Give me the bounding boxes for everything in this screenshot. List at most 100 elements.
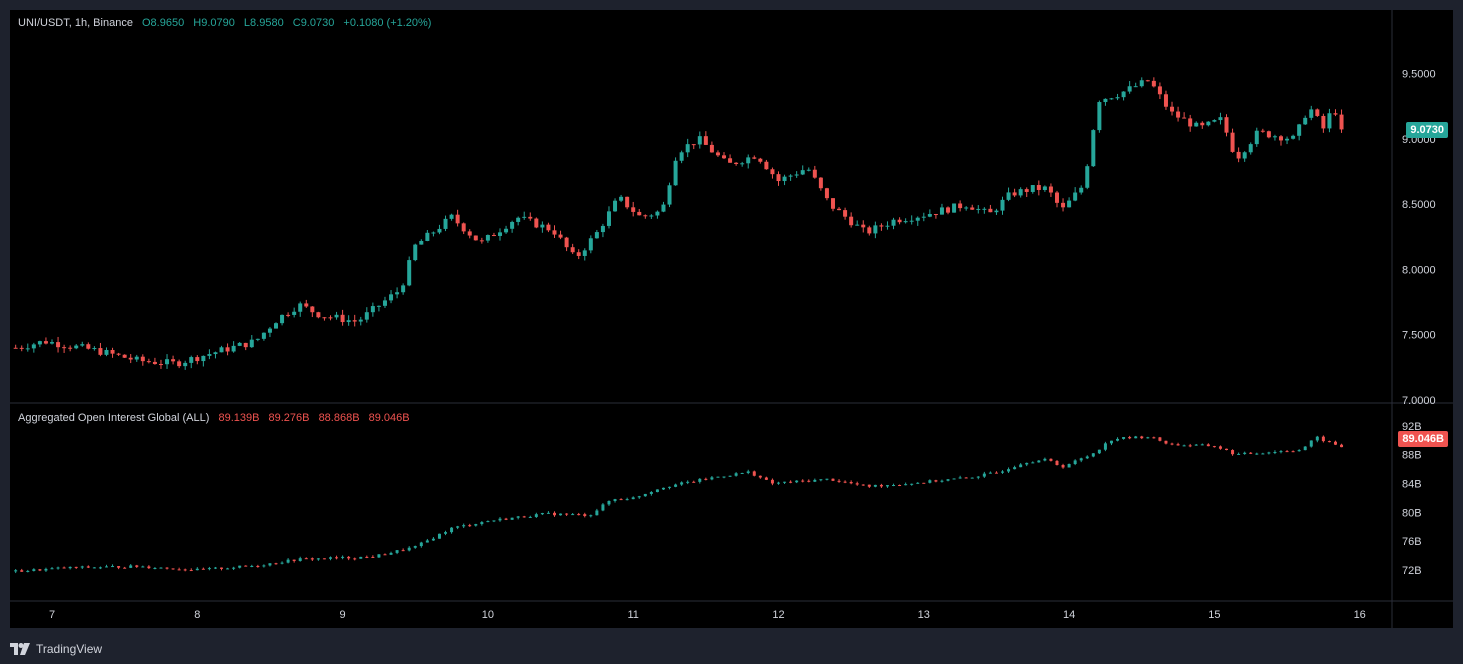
price-candle	[382, 300, 387, 306]
price-candle	[715, 152, 720, 156]
oi-candle	[1231, 450, 1235, 455]
oi-candle	[540, 513, 544, 515]
price-candle	[873, 225, 878, 234]
price-candle	[722, 155, 727, 159]
oi-candle	[80, 566, 84, 568]
price-candle	[498, 232, 503, 236]
oi-candle	[286, 559, 290, 563]
price-candle	[1036, 185, 1041, 190]
oi-candle	[129, 565, 133, 568]
oi-title: Aggregated Open Interest Global (ALL)	[18, 412, 210, 424]
oi-candle	[1055, 460, 1059, 465]
price-candle	[994, 210, 999, 213]
oi-candle	[1249, 452, 1253, 454]
change-value: +0.1080 (+1.20%)	[343, 17, 432, 29]
price-candle	[1139, 80, 1144, 87]
oi-candle	[898, 485, 902, 487]
oi-candle	[867, 484, 871, 487]
oi-candle	[201, 568, 205, 570]
price-candle	[116, 353, 121, 355]
price-candle	[1285, 138, 1290, 141]
price-candle	[1006, 192, 1011, 200]
price-candle	[1309, 109, 1314, 118]
price-candle	[794, 174, 799, 176]
price-candle	[522, 216, 527, 218]
oi-candle	[607, 501, 611, 505]
tradingview-footer[interactable]: TradingView	[10, 642, 102, 656]
price-candle	[419, 240, 424, 245]
oi-y-tick-label: 72B	[1402, 565, 1422, 577]
oi-candle	[1309, 440, 1313, 447]
oi-candle	[522, 516, 526, 518]
price-candle	[122, 354, 127, 358]
price-candle	[1103, 98, 1108, 103]
price-candle	[1303, 117, 1308, 125]
price-candle	[207, 354, 212, 356]
oi-candle	[274, 563, 278, 565]
price-candle	[1170, 106, 1175, 112]
oi-candle	[589, 515, 593, 517]
price-candle	[619, 196, 624, 201]
oi-candle	[347, 556, 351, 559]
oi-candle	[994, 472, 998, 474]
price-candle	[1097, 102, 1102, 131]
price-candle	[340, 314, 345, 323]
oi-candle	[1291, 451, 1295, 453]
oi-candle	[498, 518, 502, 521]
oi-candle	[795, 480, 799, 483]
oi-candle	[849, 481, 853, 484]
low-value: L8.9580	[243, 17, 284, 29]
price-candle	[667, 185, 672, 205]
open-interest-legend: Aggregated Open Interest Global (ALL) 89…	[18, 412, 416, 424]
oi-candle	[335, 557, 339, 559]
price-legend: UNI/USDT, 1h, Binance O8.9650 H9.0790 L8…	[18, 17, 437, 29]
price-candle	[855, 224, 860, 226]
price-candle	[62, 347, 67, 349]
oi-candle	[1158, 437, 1162, 441]
symbol-label: UNI/USDT, 1h, Binance	[18, 17, 133, 29]
oi-candle	[213, 567, 217, 569]
price-candle	[491, 235, 496, 237]
oi-candle	[982, 473, 986, 477]
oi-candle	[928, 480, 932, 483]
price-candle	[915, 217, 920, 221]
price-y-tick-label: 8.5000	[1402, 199, 1436, 211]
oi-candle	[232, 567, 236, 569]
oi-candle	[32, 569, 36, 571]
price-candle	[764, 161, 769, 170]
price-candle	[933, 214, 938, 216]
price-candle	[346, 320, 351, 323]
price-candle	[376, 305, 381, 307]
oi-candle	[1321, 436, 1325, 442]
price-candle	[1230, 132, 1235, 152]
price-candle	[837, 208, 842, 211]
oi-candle	[692, 481, 696, 483]
price-candle	[1188, 118, 1193, 127]
x-tick-label: 14	[1063, 609, 1075, 621]
chart-canvas[interactable]: 9.50009.00008.50008.00007.50007.000092B8…	[10, 10, 1453, 628]
chart-frame[interactable]: 9.5000 9.0000 8.5000 8.0000 7.5000 7.0000 92B 8…	[10, 10, 1453, 628]
price-candle	[140, 356, 145, 362]
price-candle	[485, 235, 490, 241]
oi-candle	[807, 480, 811, 482]
price-candle	[334, 314, 339, 318]
oi-candle	[1327, 441, 1331, 443]
oi-candle	[322, 558, 326, 560]
price-candle	[1157, 86, 1162, 95]
oi-candle	[922, 482, 926, 484]
price-candle	[201, 355, 206, 362]
price-candle	[431, 232, 436, 234]
price-candle	[92, 348, 97, 350]
oi-candle	[135, 565, 139, 567]
price-candle	[631, 207, 636, 212]
oi-candle	[952, 478, 956, 480]
x-tick-label: 9	[340, 609, 346, 621]
price-candle	[510, 221, 515, 229]
oi-candle	[746, 471, 750, 473]
oi-candle	[1164, 440, 1168, 444]
x-tick-label: 11	[627, 609, 638, 621]
oi-candle	[1146, 437, 1150, 439]
oi-high-value: 89.276B	[268, 412, 310, 424]
price-candle	[570, 247, 575, 253]
price-candle	[177, 361, 182, 367]
